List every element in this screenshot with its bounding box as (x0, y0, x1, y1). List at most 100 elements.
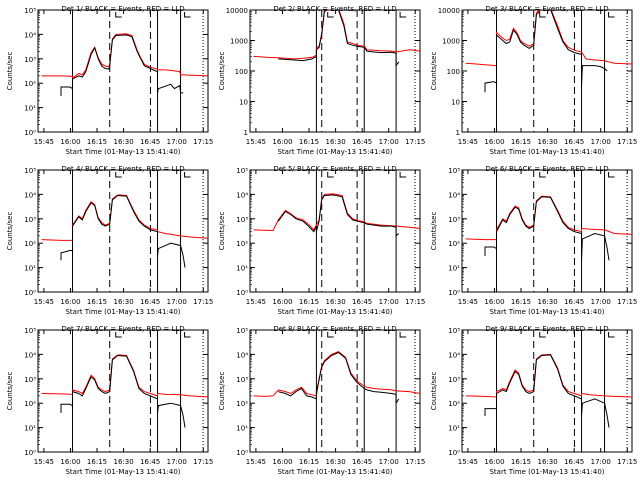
y-tick-label: 1000 (230, 38, 248, 46)
x-tick-label: 16:45 (140, 458, 160, 466)
series-lld (465, 195, 632, 241)
y-tick-label: 10⁵ (236, 327, 248, 335)
series-lld (465, 353, 632, 398)
series-events (278, 351, 400, 405)
y-tick-label: 10³ (24, 376, 36, 384)
series-lld (253, 10, 420, 60)
y-tick-label: 10⁴ (24, 31, 36, 39)
x-tick-label: 16:00 (60, 138, 80, 146)
plot-frame (37, 169, 209, 293)
bracket-right (608, 332, 615, 338)
series-events (60, 194, 186, 268)
detector-panel-4: 15:45 16:00 16:15 16:30 16:45 17:00 17:15 10⁰ 10… (6, 165, 213, 316)
bracket-right (399, 172, 407, 178)
y-tick-label: 10³ (236, 216, 248, 224)
x-axis-label: Start Time (01-May-13 15:41:40) (65, 308, 180, 316)
x-tick-label: 16:30 (537, 138, 557, 146)
x-tick-label: 16:00 (484, 298, 504, 306)
panel-title: Det 3/ BLACK = Events, RED = LLD (485, 5, 608, 13)
bracket-right (184, 332, 191, 338)
y-tick-label: 10000 (438, 7, 460, 15)
y-tick-label: 10⁰ (24, 129, 36, 137)
y-tick-label: 10⁰ (236, 449, 248, 457)
plot-frame (461, 169, 633, 293)
bracket-right (399, 332, 407, 338)
x-tick-label: 16:45 (352, 138, 372, 146)
y-tick-label: 10² (448, 400, 460, 408)
x-tick-label: 15:45 (458, 458, 478, 466)
y-tick-label: 10⁵ (24, 327, 36, 335)
x-tick-label: 15:45 (458, 298, 478, 306)
series-events (484, 10, 608, 93)
y-tick-label: 1 (244, 129, 248, 137)
y-tick-label: 10⁰ (24, 449, 36, 457)
y-axis-label: Counts/sec (430, 212, 438, 251)
x-tick-label: 16:15 (87, 138, 107, 146)
y-tick-label: 10¹ (24, 425, 36, 433)
x-tick-label: 17:15 (617, 298, 637, 306)
detector-panel-9: 15:45 16:00 16:15 16:30 16:45 17:00 17:15 10⁰ 10… (430, 325, 637, 476)
y-tick-label: 10² (24, 400, 36, 408)
plot-frame (249, 169, 421, 293)
x-tick-label: 17:15 (405, 138, 425, 146)
x-tick-label: 15:45 (34, 138, 54, 146)
y-tick-label: 10³ (448, 216, 460, 224)
y-tick-label: 10⁰ (448, 289, 460, 297)
series-events (60, 34, 184, 96)
series-lld (465, 10, 632, 67)
x-tick-label: 17:15 (193, 458, 213, 466)
panel-title: Det 5/ BLACK = Events, RED = LLD (273, 165, 396, 173)
y-tick-label: 10² (236, 240, 248, 248)
x-tick-label: 16:15 (511, 298, 531, 306)
x-tick-label: 16:45 (352, 298, 372, 306)
plot-frame (37, 329, 209, 453)
series-events (60, 354, 186, 428)
y-tick-label: 10³ (448, 376, 460, 384)
x-tick-label: 16:00 (60, 458, 80, 466)
x-tick-label: 15:45 (246, 458, 266, 466)
x-tick-label: 15:45 (34, 458, 54, 466)
x-tick-label: 16:00 (60, 298, 80, 306)
x-tick-label: 16:15 (511, 458, 531, 466)
x-tick-label: 16:45 (564, 458, 584, 466)
y-tick-label: 1000 (442, 38, 460, 46)
y-tick-label: 1 (456, 129, 460, 137)
x-tick-label: 17:00 (167, 458, 187, 466)
x-tick-label: 16:45 (140, 138, 160, 146)
x-tick-label: 16:45 (564, 138, 584, 146)
y-tick-label: 10³ (236, 376, 248, 384)
x-tick-label: 17:15 (617, 458, 637, 466)
bracket-left (327, 172, 334, 178)
x-tick-label: 17:15 (405, 298, 425, 306)
y-tick-label: 10⁵ (24, 7, 36, 15)
x-axis-label: Start Time (01-May-13 15:41:40) (277, 308, 392, 316)
bracket-left (539, 332, 546, 338)
panel-title: Det 1/ BLACK = Events, RED = LLD (61, 5, 184, 13)
y-tick-label: 10⁴ (236, 351, 248, 359)
y-tick-label: 10000 (226, 7, 248, 15)
detector-panel-7: 15:45 16:00 16:15 16:30 16:45 17:00 17:15 10⁰ 10… (6, 325, 213, 476)
x-tick-label: 16:00 (272, 298, 292, 306)
y-axis-label: Counts/sec (6, 52, 14, 91)
x-tick-label: 17:00 (591, 298, 611, 306)
x-tick-label: 16:30 (537, 298, 557, 306)
x-axis-label: Start Time (01-May-13 15:41:40) (277, 148, 392, 156)
y-tick-label: 10¹ (24, 105, 36, 113)
y-tick-label: 10¹ (448, 425, 460, 433)
panel-title: Det 4/ BLACK = Events, RED = LLD (61, 165, 184, 173)
y-tick-label: 100 (235, 68, 248, 76)
series-events (484, 196, 610, 261)
x-tick-label: 17:00 (167, 138, 187, 146)
bracket-right (608, 12, 615, 18)
y-axis-label: Counts/sec (430, 372, 438, 411)
y-tick-label: 10⁵ (448, 327, 460, 335)
detector-panel-6: 15:45 16:00 16:15 16:30 16:45 17:00 17:15 10⁰ 10… (430, 165, 637, 316)
panel-title: Det 9/ BLACK = Events, RED = LLD (485, 325, 608, 333)
x-tick-label: 17:15 (405, 458, 425, 466)
bracket-right (184, 172, 191, 178)
y-tick-label: 10⁴ (448, 351, 460, 359)
series-events (278, 10, 400, 68)
series-lld (253, 351, 420, 397)
y-axis-label: Counts/sec (218, 212, 226, 251)
